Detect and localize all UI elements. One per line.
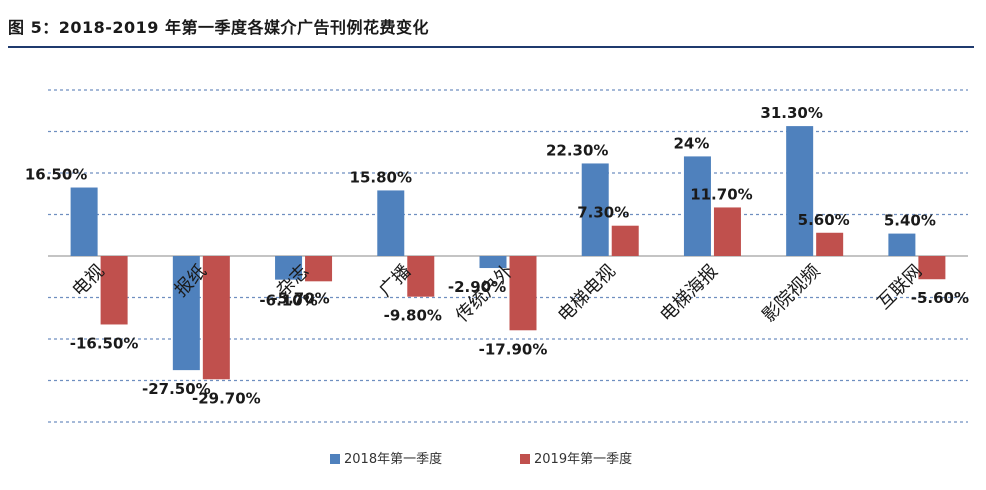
data-label: 7.30%	[577, 204, 629, 222]
bar-2018-2	[275, 256, 303, 280]
data-label: 5.40%	[884, 212, 936, 230]
data-label: -16.50%	[70, 334, 139, 352]
data-label: 22.30%	[546, 141, 608, 159]
category-label: 影院视频	[758, 261, 824, 327]
title-divider	[8, 46, 974, 48]
data-label: -29.70%	[192, 389, 261, 407]
bar-2019-1	[202, 256, 230, 380]
data-label: 15.80%	[350, 168, 412, 186]
data-label: -9.80%	[384, 307, 442, 325]
bar-2018-0	[70, 187, 98, 256]
bar-2019-0	[100, 256, 128, 325]
data-label: 5.60%	[798, 211, 850, 229]
legend-label: 2019年第一季度	[534, 451, 632, 467]
data-label: -2.90%	[448, 278, 506, 296]
bar-2018-8	[888, 233, 916, 256]
bar-2018-3	[377, 190, 405, 256]
bar-2019-6	[713, 207, 741, 256]
legend-label: 2018年第一季度	[344, 451, 442, 467]
data-label: 11.70%	[690, 185, 752, 203]
bar-2018-5	[581, 163, 609, 256]
data-label: -6.10%	[259, 291, 317, 309]
category-label: 电梯电视	[554, 261, 620, 327]
bar-2019-3	[407, 256, 435, 297]
data-label: 16.50%	[25, 166, 87, 184]
data-label: -5.60%	[911, 289, 969, 307]
bar-2018-4	[479, 256, 507, 269]
bar-2019-2	[305, 256, 333, 282]
bar-2018-7	[786, 126, 814, 256]
figure-title: 图 5：2018-2019 年第一季度各媒介广告刊例花费变化	[8, 18, 429, 37]
bar-2019-5	[611, 225, 639, 256]
bar-2019-7	[816, 232, 844, 256]
data-label: -5.70%	[271, 290, 329, 308]
bar-2018-6	[683, 156, 711, 256]
legend-swatch	[330, 454, 340, 464]
legend-swatch	[520, 454, 530, 464]
data-label: -17.90%	[479, 340, 548, 358]
data-label: 24%	[673, 134, 709, 152]
category-label: 电梯海报	[656, 261, 722, 327]
bar-2019-4	[509, 256, 537, 331]
bars	[70, 126, 946, 380]
data-labels: 16.50% -16.50% -27.50%-29.70% -5.70%-6.10% 1…	[25, 104, 969, 407]
bar-2018-1	[172, 256, 200, 371]
bar-2019-8	[918, 256, 946, 280]
legend: 2018年第一季度 2019年第一季度	[330, 451, 632, 467]
data-label: -27.50%	[142, 380, 211, 398]
data-label: 31.30%	[760, 104, 822, 122]
